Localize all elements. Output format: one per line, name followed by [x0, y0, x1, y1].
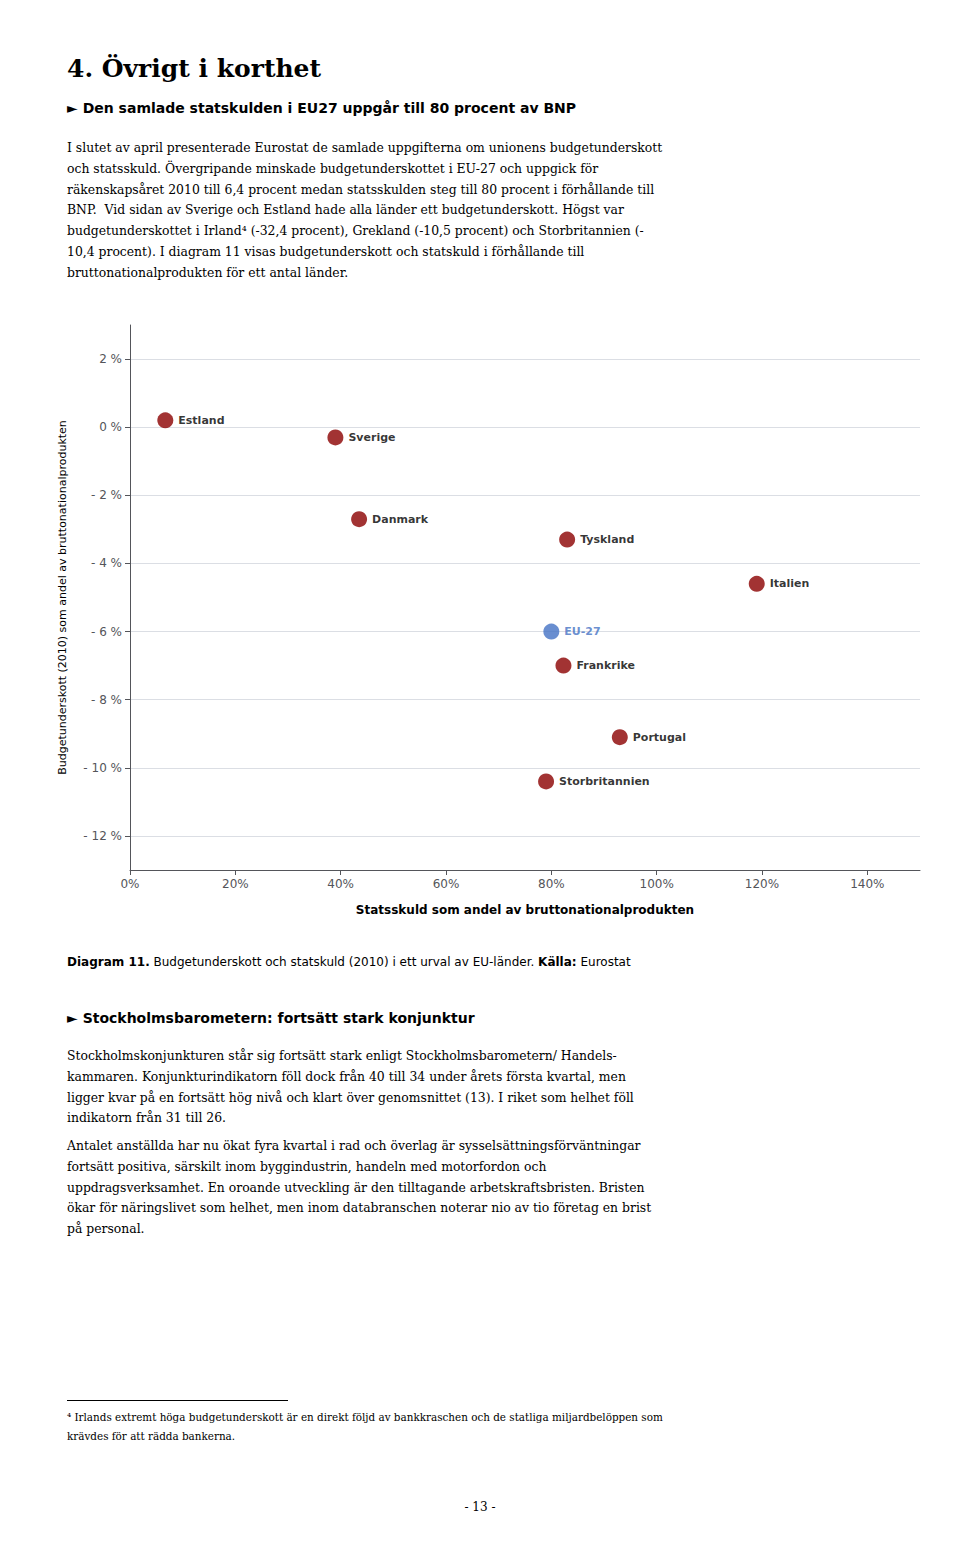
svg-text:- 2 %: - 2 %: [91, 488, 122, 502]
html-text:räkenskapsåret 2010 till 6,4 p: räkenskapsåret 2010 till 6,4 procent med…: [67, 181, 655, 197]
svg-text:60%: 60%: [433, 877, 460, 891]
html-text:- 13 -: - 13 -: [464, 1500, 496, 1514]
html-text:ökar för näringslivet som helh: ökar för näringslivet som helhet, men in…: [67, 1200, 652, 1216]
svg-text:- 10 %: - 10 %: [83, 761, 122, 775]
html-text:I slutet av april presenterade: I slutet av april presenterade Eurostat …: [67, 140, 663, 155]
html-text:budgetunderskottet i Irland⁴ (: budgetunderskottet i Irland⁴ (-32,4 proc…: [67, 223, 644, 239]
svg-text:Tyskland: Tyskland: [580, 533, 634, 546]
svg-text:20%: 20%: [222, 877, 249, 891]
svg-text:Frankrike: Frankrike: [576, 659, 634, 672]
svg-text:Portugal: Portugal: [633, 731, 686, 744]
html-text:indikatorn från 31 till 26.: indikatorn från 31 till 26.: [67, 1110, 226, 1126]
html-text:ligger kvar på en fortsätt hög: ligger kvar på en fortsätt hög nivå och …: [67, 1089, 634, 1105]
html-text:krävdes för att rädda bankerna: krävdes för att rädda bankerna.: [67, 1430, 236, 1442]
svg-text:- 6 %: - 6 %: [91, 625, 122, 639]
svg-text:Estland: Estland: [178, 414, 224, 427]
svg-text:0 %: 0 %: [99, 420, 122, 434]
html-text:kammaren. Konjunkturindikatorn: kammaren. Konjunkturindikatorn föll dock…: [67, 1068, 626, 1084]
svg-text:0%: 0%: [120, 877, 139, 891]
svg-text:EU-27: EU-27: [564, 625, 600, 638]
svg-text:Danmark: Danmark: [372, 513, 429, 526]
html-text:► Stockholmsbarometern: fortsä: ► Stockholmsbarometern: fortsätt stark k…: [67, 1010, 475, 1026]
html-text:Diagram 11. Budgetunderskott o: Diagram 11. Budgetunderskott och statsku…: [67, 955, 631, 969]
svg-text:100%: 100%: [640, 877, 674, 891]
html-text:och statsskuld. Övergripande m: och statsskuld. Övergripande minskade bu…: [67, 160, 599, 176]
svg-text:- 4 %: - 4 %: [91, 556, 122, 570]
svg-text:Budgetunderskott (2010) som an: Budgetunderskott (2010) som andel av bru…: [56, 420, 69, 775]
svg-text:Storbritannien: Storbritannien: [559, 775, 650, 788]
svg-text:Sverige: Sverige: [348, 431, 395, 444]
html-text:BNP. Vid sidan av Sverige och: BNP. Vid sidan av Sverige och Estland ha…: [67, 202, 624, 218]
svg-text:140%: 140%: [850, 877, 884, 891]
html-text:⁴ Irlands extremt höga budgetu: ⁴ Irlands extremt höga budgetunderskott …: [67, 1411, 663, 1423]
svg-text:- 12 %: - 12 %: [83, 829, 122, 843]
html-text:fortsätt positiva, särskilt in: fortsätt positiva, särskilt inom byggind…: [67, 1158, 547, 1174]
svg-text:80%: 80%: [538, 877, 565, 891]
html-text:10,4 procent). I diagram 11 vi: 10,4 procent). I diagram 11 visas budget…: [67, 244, 585, 259]
svg-text:- 8 %: - 8 %: [91, 693, 122, 707]
svg-text:Italien: Italien: [770, 577, 810, 590]
html-text:Antalet anställda har nu ökat: Antalet anställda har nu ökat fyra kvart…: [67, 1138, 641, 1153]
html-text:uppdragsverksamhet. En oroande: uppdragsverksamhet. En oroande utvecklin…: [67, 1179, 645, 1195]
svg-text:2 %: 2 %: [99, 352, 122, 366]
svg-text:40%: 40%: [327, 877, 354, 891]
html-text:bruttonationalprodukten för et: bruttonationalprodukten för ett antal lä…: [67, 264, 349, 280]
html-text:Stockholmskonjunkturen står si: Stockholmskonjunkturen står sig fortsätt…: [67, 1048, 617, 1063]
html-text:► Den samlade statskulden i EU: ► Den samlade statskulden i EU27 uppgår …: [67, 100, 576, 116]
svg-text:Statsskuld som andel av brutto: Statsskuld som andel av bruttonationalpr…: [356, 903, 694, 917]
svg-text:120%: 120%: [745, 877, 779, 891]
html-text:4. Övrigt i korthet: 4. Övrigt i korthet: [67, 54, 322, 83]
html-text:på personal.: på personal.: [67, 1221, 145, 1237]
